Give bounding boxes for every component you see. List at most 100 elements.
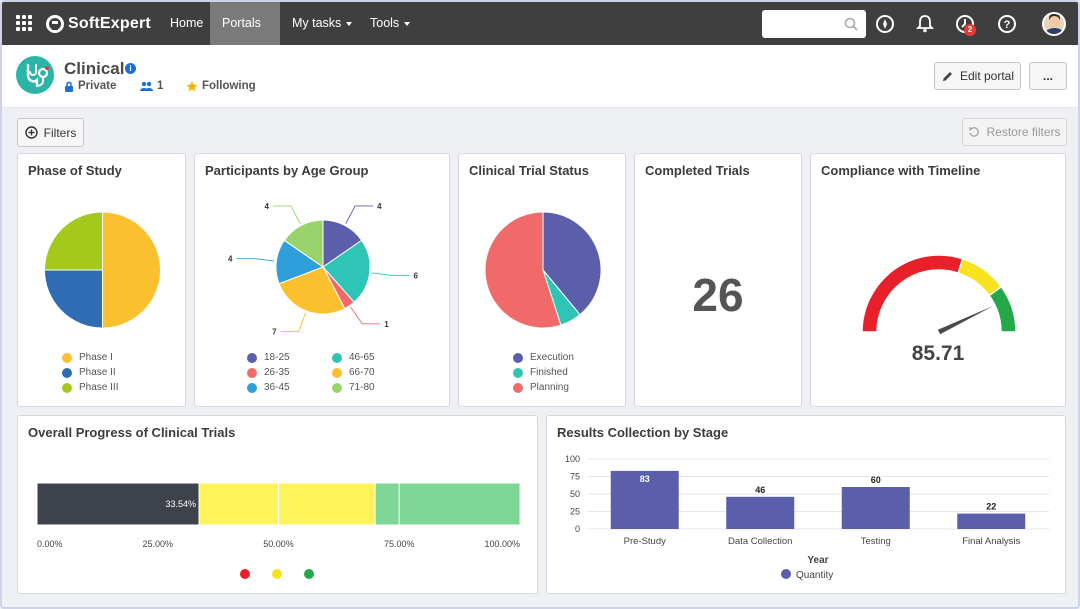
gauge-band bbox=[988, 285, 1017, 333]
bar[interactable] bbox=[957, 513, 1026, 529]
legend-item[interactable]: 46-65 bbox=[332, 350, 375, 365]
bell-icon[interactable] bbox=[914, 13, 936, 35]
legend-dot[interactable] bbox=[781, 569, 791, 579]
legend-dot bbox=[332, 382, 342, 393]
nav-my-tasks[interactable]: My tasks bbox=[280, 2, 364, 45]
phase-pie-chart bbox=[43, 211, 161, 329]
brand-logo[interactable]: SoftExpert bbox=[46, 12, 151, 36]
legend-item[interactable]: Finished bbox=[513, 365, 574, 380]
legend-item[interactable]: 66-70 bbox=[332, 365, 375, 380]
legend-dot bbox=[513, 352, 523, 363]
help-icon[interactable]: ? bbox=[996, 13, 1018, 35]
plus-circle-icon bbox=[24, 126, 38, 139]
restore-filters-label: Restore filters bbox=[986, 125, 1061, 139]
pie-slice-46-65[interactable] bbox=[322, 239, 371, 303]
progress-axis-tick: 50.00% bbox=[263, 539, 294, 549]
card-title: Completed Trials bbox=[645, 163, 750, 178]
progress-legend-dot[interactable] bbox=[272, 569, 282, 579]
apps-grid-icon[interactable] bbox=[16, 15, 32, 31]
status-pie-chart bbox=[484, 211, 602, 329]
bar[interactable] bbox=[726, 496, 795, 529]
card-title: Results Collection by Stage bbox=[557, 425, 729, 440]
legend-item[interactable]: Execution bbox=[513, 350, 574, 365]
pie-slice-71-80[interactable] bbox=[283, 219, 324, 268]
legend-label: 26-35 bbox=[264, 367, 290, 378]
progress-segment-label: 33.54% bbox=[165, 499, 196, 509]
pie-data-label: 4 bbox=[264, 202, 269, 211]
progress-axis-tick: 100.00% bbox=[484, 539, 520, 549]
nav-portals[interactable]: Portals bbox=[210, 2, 280, 69]
progress-legend-dot[interactable] bbox=[240, 569, 250, 579]
gauge-needle bbox=[937, 305, 994, 335]
card-phase-of-study: Phase of Study Phase I Phase II Phase II… bbox=[17, 153, 186, 407]
y-axis-tick: 50 bbox=[570, 489, 580, 499]
progress-segment[interactable] bbox=[36, 482, 200, 526]
more-options-button[interactable]: ... bbox=[1029, 62, 1067, 90]
legend-dot bbox=[62, 352, 72, 363]
progress-axis-tick: 75.00% bbox=[384, 539, 415, 549]
legend-label: Planning bbox=[530, 382, 569, 393]
info-icon[interactable]: i bbox=[125, 63, 136, 74]
compass-icon[interactable] bbox=[874, 13, 896, 35]
legend-item[interactable]: 71-80 bbox=[332, 380, 375, 395]
search-input[interactable] bbox=[762, 10, 866, 38]
pie-slice-Phase I[interactable] bbox=[102, 211, 161, 329]
pie-leader-line bbox=[236, 258, 275, 262]
pie-slice-Phase III[interactable] bbox=[43, 211, 103, 271]
filters-button[interactable]: Filters bbox=[17, 118, 84, 147]
legend-item[interactable]: 36-45 bbox=[247, 380, 290, 395]
bar[interactable] bbox=[841, 487, 910, 529]
bar-value-label: 46 bbox=[755, 485, 765, 495]
edit-portal-label: Edit portal bbox=[959, 69, 1015, 83]
progress-segment[interactable] bbox=[198, 482, 279, 526]
edit-portal-button[interactable]: Edit portal bbox=[934, 62, 1021, 90]
progress-legend-dot[interactable] bbox=[304, 569, 314, 579]
legend-label: 36-45 bbox=[264, 382, 290, 393]
legend-dot bbox=[247, 352, 257, 363]
pie-leader-line bbox=[345, 205, 374, 224]
legend-item[interactable]: Phase II bbox=[62, 365, 118, 380]
legend-item[interactable]: Phase I bbox=[62, 350, 118, 365]
legend-dot bbox=[332, 352, 342, 363]
privacy-status: Private bbox=[64, 80, 116, 92]
pie-slice-Phase II[interactable] bbox=[43, 269, 103, 329]
portal-header: Clinical i Private 1 Following Edit port… bbox=[2, 45, 1078, 108]
brand-mark-icon bbox=[46, 15, 64, 33]
legend-dot bbox=[247, 367, 257, 378]
nav-tools[interactable]: Tools bbox=[358, 2, 422, 45]
age-legend-col2: 46-65 66-70 71-80 bbox=[332, 350, 375, 395]
progress-segment[interactable] bbox=[278, 482, 376, 526]
results-bar-chart: 0 25 50 75 100 83 Pre-Study 46 Data Collection 60… bbox=[565, 454, 1049, 581]
star-icon bbox=[186, 80, 198, 92]
search-icon bbox=[844, 17, 858, 31]
members-count[interactable]: 1 bbox=[140, 80, 163, 92]
pie-slice-66-70[interactable] bbox=[278, 266, 346, 315]
bar[interactable] bbox=[610, 470, 679, 529]
legend-item[interactable]: Planning bbox=[513, 380, 574, 395]
card-overall-progress: Overall Progress of Clinical Trials 33.5… bbox=[17, 415, 538, 594]
card-completed-trials: Completed Trials 26 bbox=[634, 153, 802, 407]
legend-item[interactable]: Phase III bbox=[62, 380, 118, 395]
legend-item[interactable]: 26-35 bbox=[247, 365, 290, 380]
progress-axis-tick: 25.00% bbox=[142, 539, 173, 549]
card-participants-by-age: Participants by Age Group 4 6 1 7 4 4 18-25 2… bbox=[194, 153, 450, 407]
pencil-icon bbox=[942, 71, 952, 81]
x-axis-tick: Testing bbox=[861, 536, 891, 547]
following-toggle[interactable]: Following bbox=[186, 80, 256, 92]
card-title: Clinical Trial Status bbox=[469, 163, 589, 178]
user-avatar[interactable] bbox=[1042, 12, 1066, 36]
chevron-down-icon bbox=[404, 21, 411, 26]
legend-dot bbox=[332, 367, 342, 378]
x-axis-tick: Pre-Study bbox=[624, 536, 666, 547]
pie-leader-line bbox=[350, 307, 381, 325]
pie-slice-Execution[interactable] bbox=[542, 211, 602, 316]
progress-segment[interactable] bbox=[374, 482, 400, 526]
restore-filters-button[interactable]: Restore filters bbox=[962, 118, 1067, 146]
nav-home[interactable]: Home bbox=[158, 2, 215, 45]
pie-slice-Planning[interactable] bbox=[484, 211, 562, 329]
status-legend: Execution Finished Planning bbox=[513, 350, 574, 395]
filters-label: Filters bbox=[43, 125, 77, 140]
progress-segment[interactable] bbox=[398, 482, 521, 526]
legend-item[interactable]: 18-25 bbox=[247, 350, 290, 365]
nav-my-tasks-label: My tasks bbox=[292, 16, 342, 30]
